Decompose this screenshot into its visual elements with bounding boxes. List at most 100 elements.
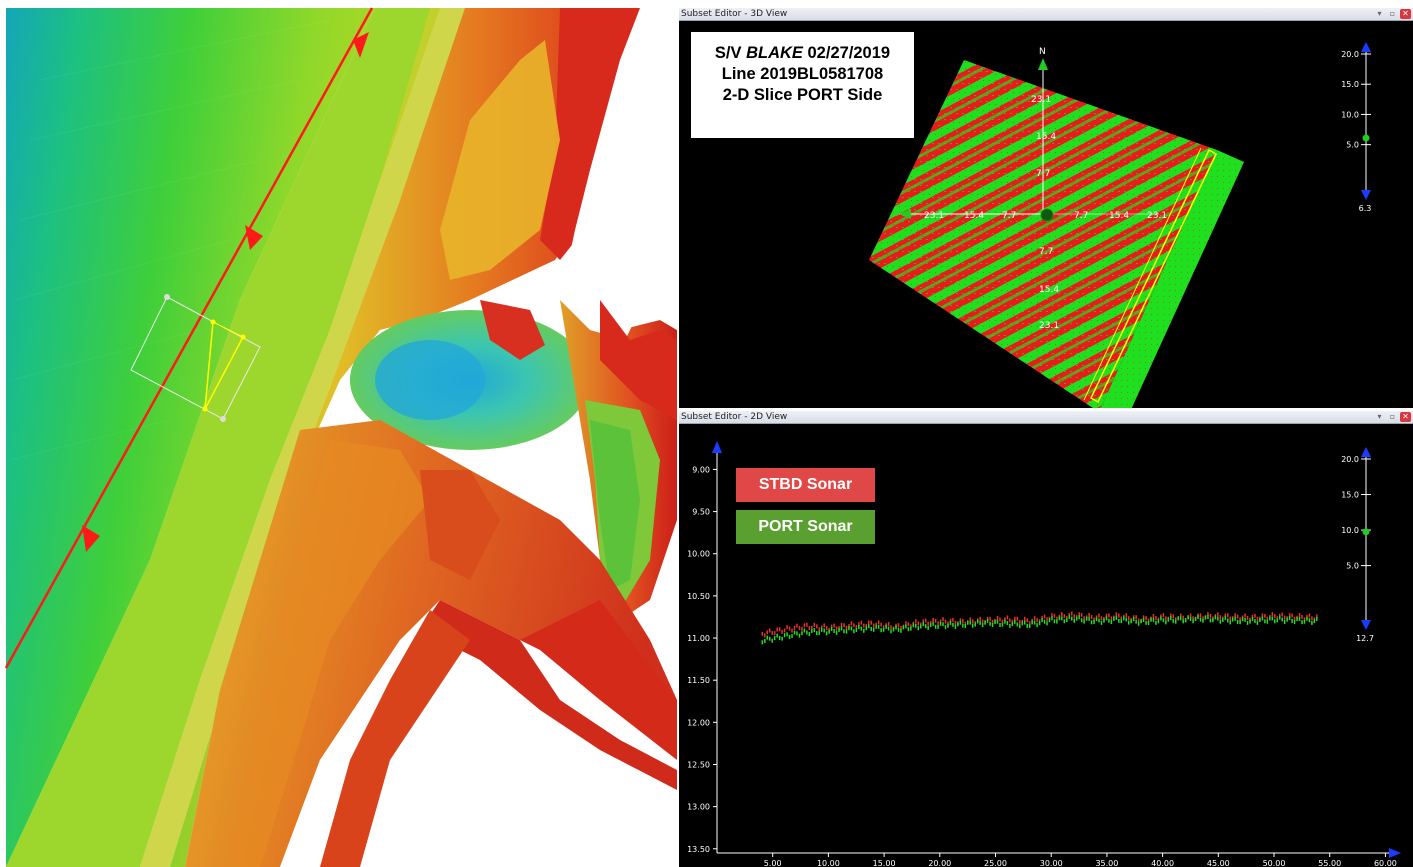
2d-viewport[interactable]: 9.00 9.50 10.00 10.50 11.00 11.50 12.00 12.50 13… bbox=[679, 425, 1413, 867]
sonar-point bbox=[1184, 618, 1187, 623]
bathymetry-map[interactable] bbox=[0, 0, 677, 867]
scale-down-arrow-icon[interactable] bbox=[1361, 620, 1371, 630]
series-port bbox=[761, 614, 1318, 645]
sonar-point bbox=[1291, 618, 1293, 623]
sonar-point bbox=[910, 626, 912, 631]
sonar-point bbox=[1009, 618, 1011, 623]
sonar-point bbox=[1249, 619, 1251, 624]
sonar-point bbox=[1202, 616, 1204, 621]
sonar-point bbox=[1266, 616, 1269, 621]
y-tick-label: 11.50 bbox=[687, 676, 710, 685]
sonar-point bbox=[934, 624, 937, 629]
profile-chart[interactable]: 9.00 9.50 10.00 10.50 11.00 11.50 12.00 12.50 13… bbox=[679, 425, 1413, 867]
sonar-point bbox=[1236, 614, 1239, 619]
sonar-point bbox=[952, 622, 954, 627]
sonar-point bbox=[1162, 613, 1165, 618]
sonar-point bbox=[823, 623, 825, 628]
sonar-point bbox=[1254, 613, 1256, 618]
pin-icon[interactable]: ▾ bbox=[1377, 412, 1382, 421]
sonar-point bbox=[1073, 618, 1075, 623]
restore-icon[interactable]: ▫ bbox=[1389, 9, 1396, 18]
sonar-point bbox=[979, 616, 981, 621]
sonar-point bbox=[793, 625, 796, 630]
scale-up-arrow-icon[interactable] bbox=[1361, 447, 1371, 457]
sonar-point bbox=[1301, 614, 1303, 619]
sonar-point bbox=[959, 620, 962, 625]
sonar-point bbox=[1056, 619, 1058, 624]
sonar-point bbox=[999, 622, 1001, 627]
x-tick-label: 10.00 bbox=[817, 859, 840, 867]
pin-icon[interactable]: ▾ bbox=[1377, 9, 1382, 18]
axis-tick-label: 7.7 bbox=[1002, 211, 1016, 221]
sonar-point bbox=[882, 627, 885, 632]
sonar-point bbox=[959, 618, 962, 623]
sonar-point bbox=[1048, 618, 1051, 623]
sonar-point bbox=[783, 628, 786, 633]
sonar-point bbox=[1071, 616, 1073, 621]
subset-editor-2d-view[interactable]: Subset Editor - 2D View ▾ ▫ ✕ 9.00 9.50 10… bbox=[679, 411, 1413, 867]
subset-editor-3d-view[interactable]: Subset Editor - 3D View ▾ ▫ ✕ bbox=[679, 8, 1413, 408]
sonar-point bbox=[1028, 623, 1031, 628]
sonar-point bbox=[764, 638, 766, 643]
sonar-point bbox=[1137, 618, 1140, 623]
sonar-point bbox=[803, 628, 806, 633]
sonar-point bbox=[1061, 612, 1063, 617]
sonar-point bbox=[1098, 613, 1100, 618]
close-icon[interactable]: ✕ bbox=[1400, 412, 1411, 422]
sonar-point bbox=[798, 626, 801, 631]
sonar-point bbox=[1071, 611, 1073, 616]
sonar-point bbox=[835, 626, 838, 631]
axis-tick-label: 15.4 bbox=[964, 211, 984, 221]
sonar-point bbox=[907, 622, 910, 627]
sonar-point bbox=[1093, 617, 1095, 622]
sonar-point bbox=[1264, 619, 1266, 624]
sonar-point bbox=[1016, 622, 1019, 627]
sonar-point bbox=[1043, 614, 1046, 619]
sonar-point bbox=[887, 621, 890, 626]
sonar-point bbox=[1160, 616, 1162, 621]
sonar-point bbox=[952, 617, 954, 622]
subset-handle bbox=[164, 294, 170, 300]
sonar-point bbox=[1234, 616, 1236, 621]
scale-slider-knob[interactable] bbox=[1362, 528, 1370, 536]
sonar-point bbox=[806, 630, 808, 635]
sonar-point bbox=[1083, 619, 1085, 624]
sonar-point bbox=[838, 627, 840, 632]
sonar-point bbox=[1078, 615, 1080, 620]
sonar-point bbox=[1293, 616, 1296, 621]
sonar-point bbox=[900, 625, 902, 630]
sonar-point bbox=[1113, 616, 1115, 621]
sonar-point bbox=[986, 616, 989, 621]
close-icon[interactable]: ✕ bbox=[1400, 9, 1411, 19]
sonar-point bbox=[949, 618, 952, 623]
sonar-point bbox=[843, 623, 845, 628]
sonar-point bbox=[1189, 616, 1192, 621]
sonar-point bbox=[1239, 620, 1241, 625]
sonar-point bbox=[1123, 616, 1125, 621]
y-tick-label: 9.00 bbox=[692, 465, 710, 474]
sonar-point bbox=[1083, 616, 1085, 621]
sonar-point bbox=[1080, 612, 1083, 617]
sonar-point bbox=[776, 627, 778, 632]
sonar-point bbox=[773, 636, 776, 641]
sonar-point bbox=[1199, 617, 1202, 622]
3d-viewport[interactable]: N 23.1 15.4 7.7 7.7 15.4 23.1 23.1 15.4 7.7 7.7 15… bbox=[679, 22, 1413, 408]
restore-icon[interactable]: ▫ bbox=[1389, 412, 1396, 421]
sonar-point bbox=[768, 636, 771, 641]
sonar-point bbox=[877, 620, 880, 625]
sonar-point bbox=[1056, 616, 1058, 621]
sonar-point bbox=[835, 630, 838, 635]
sonar-point bbox=[1031, 620, 1033, 625]
sonar-point bbox=[1046, 621, 1048, 626]
sonar-point bbox=[1125, 617, 1127, 622]
sonar-point bbox=[828, 629, 830, 634]
legend-stbd-sonar: STBD Sonar bbox=[736, 468, 875, 502]
point-cloud-3d[interactable]: N 23.1 15.4 7.7 7.7 15.4 23.1 23.1 15.4 7.7 7.7 15… bbox=[679, 22, 1413, 408]
y-tick-label: 9.50 bbox=[692, 508, 710, 517]
sonar-point bbox=[1276, 616, 1279, 621]
sonar-point bbox=[1192, 619, 1194, 624]
sonar-point bbox=[1135, 619, 1137, 624]
sonar-point bbox=[1182, 619, 1184, 624]
sonar-point bbox=[996, 619, 999, 624]
sonar-point bbox=[1036, 618, 1038, 623]
